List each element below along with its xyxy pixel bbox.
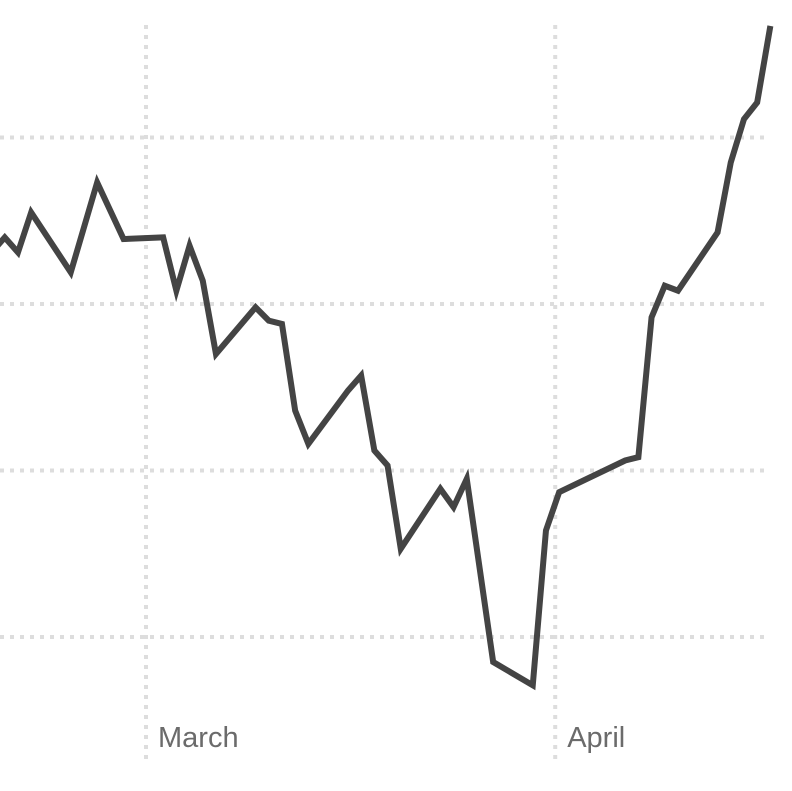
series-group <box>0 25 774 691</box>
gridlines <box>0 25 770 762</box>
x-axis-ticks: March April <box>158 722 625 754</box>
x-tick-label-march: March <box>158 722 239 754</box>
x-tick-label-april: April <box>567 722 625 754</box>
series-line <box>0 25 774 691</box>
